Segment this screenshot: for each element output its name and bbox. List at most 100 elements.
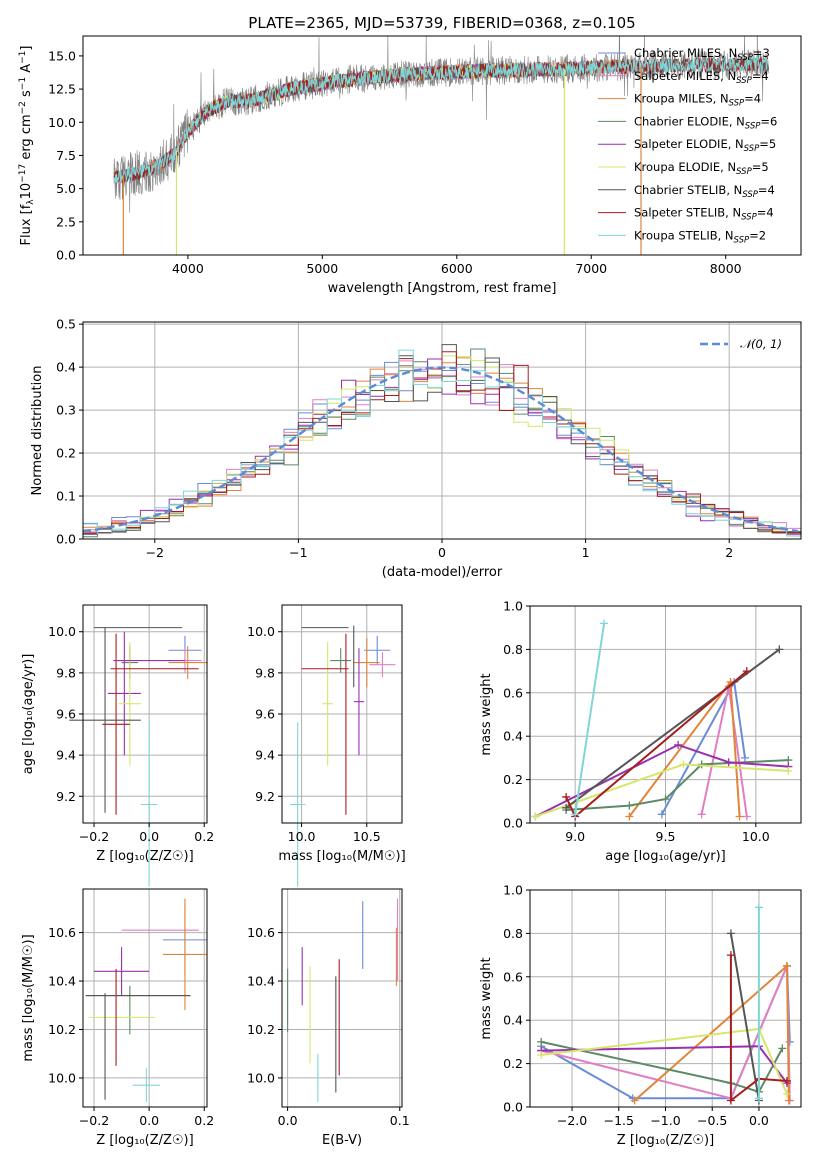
x-tick-label: 7000 [575,261,607,276]
weight-point-marker [742,667,751,676]
legend-entry-sub: SSP [744,144,760,154]
x-tick-label: 0.2 [194,829,214,844]
legend-entry-sub: SSP [741,213,757,223]
legend-entry-name: Salpeter ELODIE, N [634,137,744,151]
weight-point-marker [531,812,540,821]
weight-point-marker [754,1094,763,1103]
legend-entry: Kroupa STELIB, NSSP=2 [634,228,766,245]
y-tick-label: 1.0 [503,883,523,898]
y-tick-label: 0.0 [56,532,76,547]
y-tick-label: 2.5 [56,214,76,229]
y-tick-label: 0.0 [503,1100,523,1115]
y-tick-label: 9.4 [255,748,275,763]
y-axis-label-part: −1 [18,51,28,64]
weight-point-marker [775,645,784,654]
legend-entry: Kroupa ELODIE, NSSP=5 [634,160,769,177]
x-tick-label: 9.0 [565,829,585,844]
x-tick-label: 8000 [710,261,742,276]
y-tick-label: 0.4 [503,729,523,744]
weight-point-marker [562,803,571,812]
y-tick-label: 10.0 [48,1070,76,1085]
legend-entry-name: Chabrier ELODIE, N [634,114,745,128]
y-axis-label-part: 10 [19,183,34,200]
weight-point-marker [625,801,634,810]
x-tick-label: 4000 [172,261,204,276]
y-axis-label: Normed distribution [30,366,45,496]
weight-point-marker [679,760,688,769]
y-axis-label: Flux [fλ10−17 erg cm−2 s−1 A−1] [18,46,36,246]
x-tick-label: 2 [725,545,733,560]
legend-entry-value: =5 [752,160,769,174]
weight-point-marker [625,812,634,821]
weight-point-marker [742,812,751,821]
x-tick-label: −0.2 [79,829,109,844]
x-tick-label: 10.0 [742,829,770,844]
x-tick-label: 0.0 [278,1113,298,1128]
y-axis-label-part: Flux [f [19,204,34,245]
weight-vs-metallicity-panel: −2.0 −1.5 −1.0 −0.5 0.0 0.0 0.2 0.4 0.6 0.8 1.0 Z [… [479,883,802,1148]
gaussian-reference-curve [83,366,799,533]
x-tick-label: 10.0 [288,829,316,844]
weight-point-marker [697,810,706,819]
x-tick-label: 1 [582,545,590,560]
weight-point-marker [537,1050,546,1059]
weight-point-marker [726,929,735,938]
x-tick-label: 0.0 [139,1113,159,1128]
weight-point-marker [778,1044,787,1053]
x-tick-label: 9.5 [656,829,676,844]
legend-entry-sub: SSP [729,99,745,109]
legend-entry: Salpeter ELODIE, NSSP=5 [634,137,776,154]
y-tick-label: 10.0 [48,115,76,130]
x-tick-label: 0.0 [749,1113,769,1128]
y-tick-label: 0.8 [503,926,523,941]
weight-series-group [531,619,793,821]
weight-point-marker [740,753,749,762]
y-tick-label: 9.6 [255,707,275,722]
y-tick-label: 10.2 [247,1022,275,1037]
y-tick-label: 9.4 [56,748,76,763]
weight-series-line [540,1040,784,1093]
weight-point-marker [782,1089,791,1098]
y-tick-label: 0.4 [56,360,76,375]
axes-frame [281,888,403,1108]
y-tick-label: 10.4 [247,974,275,989]
weight-point-marker [630,1096,639,1105]
weight-point-marker [784,1096,793,1105]
y-tick-label: 10.0 [48,624,76,639]
histogram-steps [83,344,801,538]
y-axis-label-part: s [19,90,34,101]
axes-frame [82,888,208,1108]
y-tick-label: 0.6 [503,685,523,700]
y-tick-label: 9.8 [56,665,76,680]
legend-entry: 𝒩(0, 1) [740,337,782,351]
x-axis-label: mass [log₁₀(M/M☉)] [278,849,405,864]
y-axis-label-part: λ [26,199,36,205]
spectrum-lines [113,36,769,255]
spectrum-panel: 4000 5000 6000 7000 8000 0.0 2.5 5.0 7.5 10.0 12.5… [18,14,802,296]
legend-entry-value: =4 [757,206,774,220]
legend-entry: Salpeter MILES, NSSP=4 [634,69,769,86]
x-axis-label: wavelength [Angstrom, rest frame] [328,281,557,296]
x-axis-label: E(B-V) [322,1133,362,1148]
y-tick-label: 0.3 [56,403,76,418]
weight-series-line [729,955,788,1103]
x-tick-label: 0.0 [139,829,159,844]
x-axis-label: (data-model)/error [382,565,503,580]
y-axis-label: mass [log₁₀(M/M☉)] [21,934,36,1061]
age-vs-metallicity-panel: −0.2 0.0 0.2 9.2 9.4 9.6 9.8 10.0 Z [log₁₀(Z/Z☉)… [21,604,214,887]
legend-entry-name: Kroupa ELODIE, N [634,160,736,174]
histogram-step-line [83,349,801,537]
weight-point-marker [537,1037,546,1046]
weight-vs-age-panel: 9.0 9.5 10.0 0.0 0.2 0.4 0.6 0.8 1.0 age [log₁₀(a… [479,599,802,864]
errorbar-group [289,625,396,887]
weight-point-marker [785,1037,794,1046]
y-tick-label: 0.1 [56,489,76,504]
weight-point-marker [735,812,744,821]
weight-point-marker [571,810,580,819]
x-tick-label: 6000 [441,261,473,276]
weight-point-marker [726,1096,735,1105]
x-tick-label: 0.2 [194,1113,214,1128]
errorbar-group [85,898,207,1103]
mass-vs-metallicity-panel: −0.2 0.0 0.2 10.0 10.2 10.4 10.6 Z [log₁₀(Z/Z☉)… [21,888,214,1148]
legend-entry-value: =4 [744,92,761,106]
